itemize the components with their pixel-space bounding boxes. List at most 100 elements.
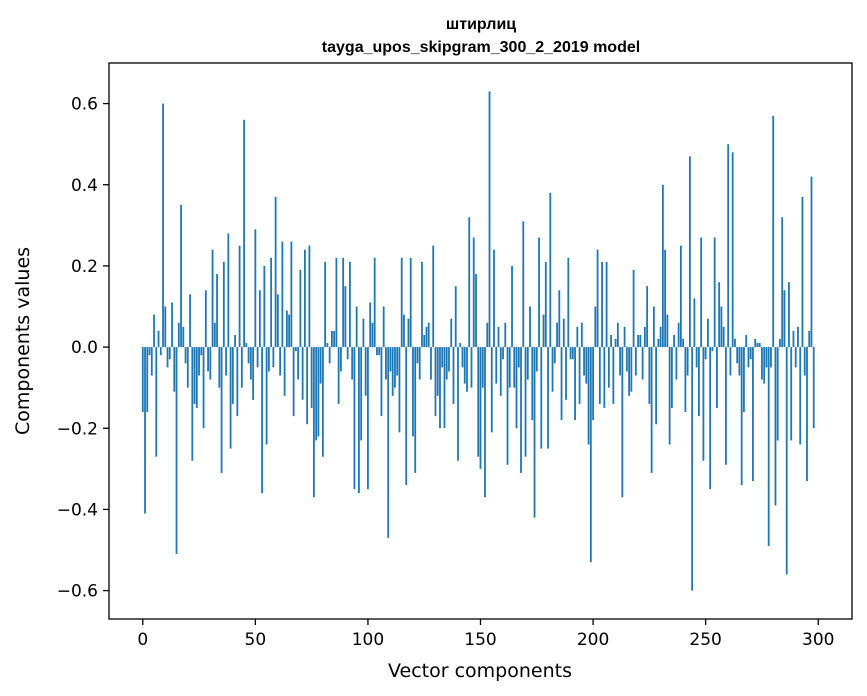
bar [351,347,354,380]
bar [783,290,786,348]
bar [256,347,259,368]
bar [567,257,570,348]
y-tick-label: 0.6 [71,95,98,115]
bar [556,322,558,348]
bar [445,347,448,380]
bar [195,347,198,408]
bar [792,330,795,348]
bar [601,261,603,348]
bar [614,338,617,348]
bar [166,347,169,368]
bar [439,347,441,429]
bar [720,306,723,348]
bar [285,310,288,348]
bar [513,347,516,388]
bar [207,347,209,372]
bar [524,347,527,457]
y-axis-label: Components values [12,247,34,435]
bar [682,338,685,348]
bar [310,347,313,408]
bar [144,347,146,514]
bar [547,347,549,449]
bar [801,196,804,348]
bar [481,347,484,388]
bar [632,269,635,348]
bar [274,196,277,348]
bar [308,245,311,348]
bar [349,261,351,348]
bar [423,334,426,348]
bar [628,347,630,396]
bar [779,338,781,348]
bar [749,347,752,360]
bar [729,347,732,376]
bar [182,326,185,348]
bar [659,326,662,348]
bar [387,347,390,538]
bar [666,314,669,348]
bar [781,217,784,348]
bar [457,347,459,461]
bar [299,269,302,348]
bar [592,347,594,421]
bar [344,286,347,348]
bar [686,347,689,376]
bar [630,347,633,392]
bar [765,347,768,368]
y-tick-label: 0.0 [71,338,98,358]
bar [799,347,802,445]
bar [213,322,216,348]
bar [475,274,477,348]
bar [470,347,473,388]
bar [747,347,750,368]
bar [436,347,439,396]
bar [691,347,694,591]
bar [466,347,468,392]
bar [389,347,392,372]
bar [200,347,203,356]
bar [522,221,525,348]
bar [743,347,745,413]
bar [772,115,775,348]
chart-subtitle: tayga_upos_skipgram_300_2_2019 model [322,39,640,56]
bar [639,334,642,348]
bar [141,347,144,413]
bar [560,347,563,421]
bar [740,347,743,486]
x-tick-label: 100 [352,630,384,650]
bar [225,347,227,376]
bar [247,347,250,364]
bar [340,347,342,372]
bar [607,347,610,388]
bar [396,347,399,376]
bar [238,245,241,348]
bar [610,334,612,348]
bar [168,347,171,360]
bar [655,347,658,425]
bar [684,347,687,413]
bar [288,314,291,348]
bar [331,330,333,348]
bar [598,347,601,404]
bar [270,257,273,348]
bar [231,347,234,404]
bar [333,330,336,348]
bar [319,347,322,384]
bar [700,237,703,348]
chart-title: штирлиц [446,16,516,33]
bar [587,347,590,445]
bar [803,347,806,376]
bar [472,237,475,348]
bar [175,347,178,555]
bar [754,338,757,348]
bar [580,322,583,348]
bar [328,347,331,364]
bar [189,294,191,348]
bar [761,347,763,380]
bar [616,322,619,348]
bar [355,306,358,348]
x-axis: 0 50 100 150 200 250 300 [137,619,834,650]
bar [574,347,576,421]
bar [553,347,556,364]
bar [511,265,513,348]
